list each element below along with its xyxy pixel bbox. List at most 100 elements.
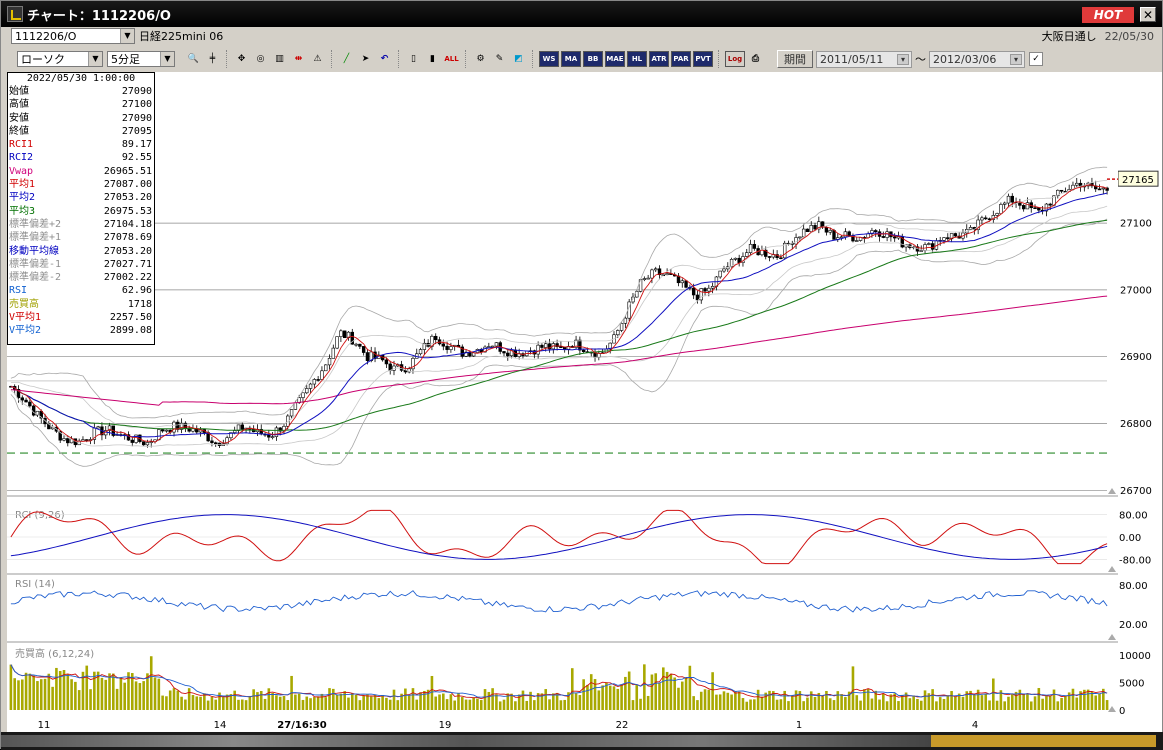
volume-bar (1064, 695, 1067, 710)
volume-bar (722, 691, 726, 710)
zoom-icon[interactable]: 🔍 (187, 54, 200, 64)
candle-body (160, 429, 165, 432)
code-select[interactable]: 1112206/O ▼ (11, 28, 135, 44)
candle-wide-icon[interactable]: ▮ (430, 54, 435, 64)
volume-bar (540, 693, 544, 710)
bb-button[interactable]: BB (583, 51, 603, 67)
export-icon[interactable]: ⎙ (751, 54, 760, 64)
info-row: 安値 27090 (8, 112, 154, 125)
draw-line-icon[interactable]: ╱ (343, 54, 350, 64)
candle-body (506, 352, 510, 357)
candle-body (870, 230, 874, 235)
volume-bar (1052, 689, 1056, 710)
brush-icon[interactable]: ✎ (495, 54, 504, 64)
scrollbar-thumb[interactable] (931, 735, 1156, 747)
volume-bar (1018, 689, 1022, 710)
ma-button[interactable]: MA (561, 51, 581, 67)
par-button[interactable]: PAR (671, 51, 691, 67)
date-from-field[interactable]: 2011/05/11 ▾ (816, 50, 912, 68)
volume-bar (453, 700, 456, 710)
crosshair-icon[interactable]: ╪ (209, 54, 216, 64)
calendar-icon[interactable]: ▾ (1010, 53, 1022, 65)
candle-body (623, 317, 628, 324)
candle-body (179, 422, 184, 430)
scrollbar-track[interactable] (1, 735, 931, 747)
volume-bar (882, 693, 885, 710)
volume-bar (430, 675, 434, 710)
chevron-down-icon[interactable]: ▼ (160, 52, 174, 66)
candle-body (745, 252, 749, 257)
volume-bar (745, 701, 749, 710)
volume-bar (601, 685, 604, 710)
volume-bar (1094, 695, 1098, 710)
volume-bar (680, 681, 684, 710)
settings-icon[interactable]: ⚙ (476, 54, 485, 64)
chart-svg[interactable]: RCI (9,26) RSI (14) 売買高 (6,12,24) (7, 72, 1120, 717)
candle-body (1010, 195, 1014, 203)
volume-bar (574, 693, 578, 710)
volume-bar (491, 688, 494, 710)
band-upper-1 (10, 179, 1108, 428)
chevron-down-icon[interactable]: ▼ (120, 29, 134, 43)
info-label: 移動平均線 (9, 245, 59, 257)
ws-button[interactable]: WS (539, 51, 559, 67)
volume-bar (252, 689, 255, 710)
chart-area[interactable]: RCI (9,26) RSI (14) 売買高 (6,12,24) (7, 72, 1120, 717)
atr-button[interactable]: ATR (649, 51, 669, 67)
date-to-field[interactable]: 2012/03/06 ▾ (929, 50, 1025, 68)
info-row: V平均2 2899.08 (8, 324, 154, 337)
volume-bar (43, 678, 47, 710)
period-select[interactable]: 5分足 ▼ (107, 51, 175, 67)
candle-body (502, 351, 506, 354)
candle-body (1021, 205, 1026, 210)
candle-body (316, 379, 320, 381)
volume-bar (707, 689, 711, 710)
volume-bar (995, 700, 999, 710)
magnifier-icon[interactable]: ◎ (256, 54, 265, 64)
volume-bar (195, 696, 199, 710)
apply-checkbox[interactable]: ✓ (1029, 52, 1043, 66)
pointer-icon[interactable]: ➤ (361, 54, 370, 64)
chevron-down-icon[interactable]: ▼ (88, 52, 102, 66)
alert-icon[interactable]: ⚠ (313, 54, 322, 64)
candle-body (354, 343, 358, 346)
candle-narrow-icon[interactable]: ▯ (411, 54, 416, 64)
time-tick-label: 19 (439, 720, 452, 731)
candle-body (335, 336, 339, 349)
log-button[interactable]: Log (725, 51, 745, 67)
candle-body (650, 269, 654, 279)
mae-button[interactable]: MAE (605, 51, 625, 67)
hot-button[interactable]: HOT (1082, 7, 1134, 23)
compare-chart-icon[interactable]: ▥ (275, 54, 284, 64)
all-icon[interactable]: ALL (444, 55, 459, 63)
volume-bar (502, 699, 506, 710)
volume-bar (533, 700, 536, 710)
volume-bar (624, 676, 627, 710)
current-price-label: 27165 (1122, 175, 1154, 186)
time-tick-label: 27/16:30 (277, 720, 326, 731)
separator (532, 50, 538, 68)
candle-body (388, 363, 392, 371)
close-button[interactable]: ✕ (1140, 7, 1156, 22)
pan-icon[interactable]: ✥ (237, 54, 246, 64)
undo-icon[interactable]: ↶ (380, 54, 389, 64)
split-icon[interactable]: ⇹ (294, 54, 303, 64)
candle-body (282, 425, 286, 432)
volume-bar (157, 678, 161, 710)
candle-body (805, 228, 810, 232)
price-axis: 26700 26800 26900 27000 27100 27165 80.00 0.00 -… (1117, 72, 1162, 717)
color-palette-icon[interactable]: ◩ (514, 54, 523, 64)
volume-bar (798, 691, 802, 710)
period-button[interactable]: 期間 (777, 50, 813, 68)
volume-bar (74, 681, 77, 710)
calendar-icon[interactable]: ▾ (897, 53, 909, 65)
volume-bar (347, 697, 350, 710)
info-label: RCI2 (9, 152, 34, 164)
chart-type-select[interactable]: ローソク ▼ (17, 51, 103, 67)
volume-bar (115, 688, 119, 710)
volume-bar (248, 695, 252, 710)
pvt-button[interactable]: PVT (693, 51, 713, 67)
hl-button[interactable]: HL (627, 51, 647, 67)
candle-body (635, 291, 639, 298)
info-value: 27053.20 (103, 245, 152, 257)
